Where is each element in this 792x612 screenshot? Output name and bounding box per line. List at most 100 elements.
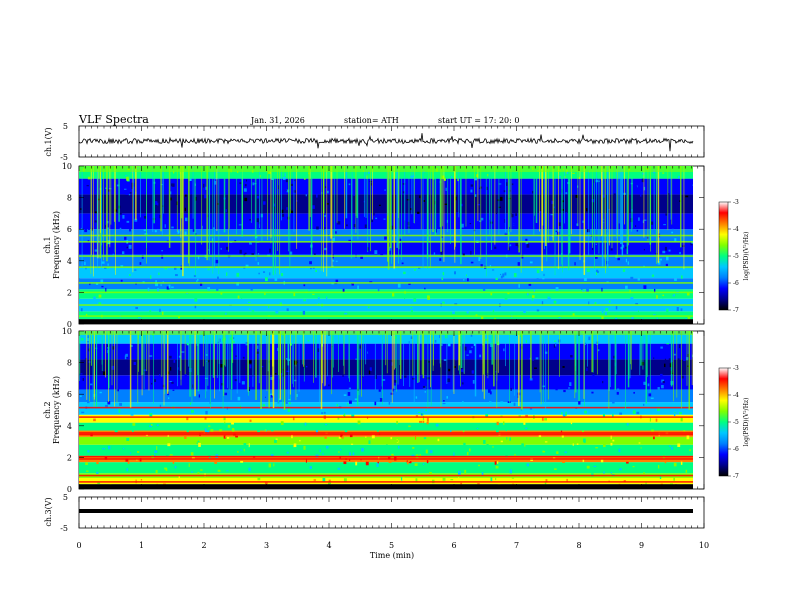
spectrogram-speckle [661, 317, 663, 319]
spectrogram-speckle [493, 318, 497, 320]
spectrogram-speckle [349, 434, 353, 438]
spectrogram-speckle [481, 316, 484, 320]
spectrogram-speckle [275, 311, 279, 314]
spectrogram-speckle [470, 184, 474, 187]
spectrogram-sferic [477, 166, 479, 222]
spectrogram-speckle [378, 204, 381, 206]
spectrogram-speckle [665, 263, 668, 267]
chart-title: VLF Spectra [78, 113, 149, 126]
spectrogram-speckle [424, 287, 426, 290]
spectrogram-sferic [465, 166, 467, 227]
spectrogram-speckle [480, 264, 483, 268]
spectrogram-speckle [290, 213, 294, 217]
spectrogram-speckle [525, 238, 528, 241]
spectrogram-speckle [251, 253, 254, 255]
spectrogram-speckle [178, 476, 180, 479]
spectrogram-speckle [575, 195, 578, 198]
spectrogram-speckle [527, 267, 530, 270]
ch1-waveform-ylabel: ch.1(V) [44, 127, 53, 156]
spectrogram-speckle [478, 464, 480, 467]
spectrogram-speckle [201, 246, 203, 250]
spectrogram-speckle [355, 468, 358, 471]
spectrogram-speckle [86, 341, 89, 343]
spectrogram-speckle [101, 261, 105, 264]
spectrogram-speckle [384, 236, 387, 240]
spectrogram-sferic [587, 331, 588, 367]
spectrogram-speckle [376, 478, 378, 482]
spectrogram-speckle [127, 459, 130, 464]
spectrogram-sferic [132, 166, 134, 273]
spectrogram-speckle [471, 346, 473, 348]
spectrogram-speckle [469, 222, 472, 225]
spectrogram-speckle [498, 244, 500, 247]
spectrogram-speckle [561, 200, 564, 203]
spectrogram-speckle [525, 427, 528, 430]
spectrogram-speckle [367, 306, 370, 309]
spectrogram-sferic [232, 331, 234, 363]
spectrogram-speckle [612, 439, 615, 442]
spectrogram-sferic [433, 331, 434, 366]
spectrogram-speckle [240, 449, 243, 451]
spectrogram-speckle [556, 315, 559, 320]
spectrogram-sferic [434, 166, 437, 235]
spectrogram-speckle [348, 239, 352, 242]
spectrogram-speckle [503, 462, 506, 467]
spectrogram-speckle [155, 280, 157, 285]
spectrogram-speckle [586, 276, 590, 278]
spectrogram-sferic [90, 331, 92, 366]
spectrogram-speckle [496, 461, 499, 464]
spectrogram-speckle [445, 466, 447, 470]
spectrogram-sferic [667, 166, 669, 231]
spectrogram-sferic [653, 166, 655, 230]
spectrogram-speckle [586, 268, 590, 273]
spectrogram-speckle [149, 413, 153, 417]
spectrogram-speckle [582, 458, 585, 462]
spectrogram-speckle [138, 317, 141, 319]
spectrogram-speckle [184, 231, 187, 236]
spectrogram-speckle [214, 370, 217, 374]
spectrogram-sferic [143, 331, 145, 389]
spectrogram-dc-band [79, 319, 693, 324]
spectrogram-speckle [670, 426, 673, 428]
y-tick-label: 6 [67, 225, 72, 234]
spectrogram-sferic [656, 166, 657, 239]
spectrogram-speckle [108, 389, 110, 393]
spectrogram-speckle [643, 186, 646, 191]
spectrogram-speckle [615, 306, 618, 310]
spectrogram-speckle [214, 460, 218, 464]
spectrogram-speckle [485, 338, 488, 341]
spectrogram-speckle [249, 469, 252, 471]
spectrogram-speckle [583, 278, 587, 282]
spectrogram-speckle [217, 341, 220, 344]
spectrogram-speckle [666, 256, 669, 261]
spectrogram-sferic [588, 166, 590, 256]
spectrogram-speckle [441, 235, 443, 238]
spectrogram-speckle [523, 309, 526, 314]
spectrogram-sferic [332, 331, 334, 368]
spectrogram-speckle [680, 417, 683, 422]
spectrogram-speckle [145, 201, 149, 204]
spectrogram-sferic [605, 166, 606, 274]
spectrogram-speckle [280, 421, 284, 425]
spectrogram-speckle [662, 298, 664, 301]
spectrogram-speckle [355, 358, 358, 360]
spectrogram-speckle [238, 447, 242, 450]
spectrogram-speckle [314, 253, 316, 255]
spectrogram-speckle [662, 210, 664, 213]
spectrogram-speckle [106, 227, 110, 231]
spectrogram-speckle [613, 355, 615, 359]
spectrogram-sferic [135, 166, 137, 220]
spectrogram-speckle [186, 342, 189, 346]
spectrogram-speckle [470, 465, 472, 468]
spectrogram-speckle [122, 215, 125, 219]
spectrogram-speckle [402, 191, 405, 194]
spectrogram-sferic [650, 166, 651, 252]
spectrogram-sferic [138, 331, 139, 372]
spectrogram-speckle [81, 411, 85, 414]
spectrogram-speckle [592, 374, 595, 376]
spectrogram-sferic [430, 331, 432, 406]
spectrogram-speckle [536, 269, 540, 274]
ch1-spec-channel-label: ch.1 [43, 236, 52, 253]
spectrogram-speckle [428, 230, 430, 233]
spectrogram-sferic [141, 331, 143, 396]
